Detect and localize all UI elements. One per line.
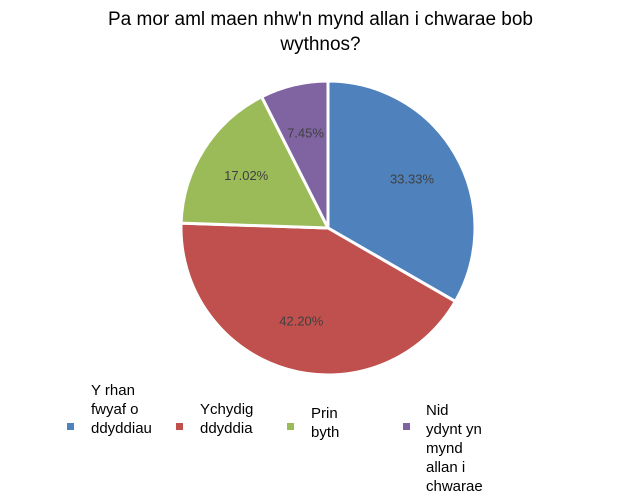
slice-data-label-1: 33.33% <box>390 172 435 187</box>
chart-title-line-1: Pa mor aml maen nhw'n mynd allan i chwar… <box>107 9 533 30</box>
chart-title: Pa mor aml maen nhw'n mynd allan i chwar… <box>0 7 641 57</box>
slice-data-label-2: 42.20% <box>279 313 324 328</box>
pie-slice-3 <box>179 95 330 230</box>
pie-chart: 33.33% 42.20% 17.02% 7.45% <box>179 79 477 377</box>
pie-slice-4 <box>260 79 330 230</box>
pie-slice-1 <box>326 79 477 303</box>
chart-title-line-2: wythnos? <box>280 34 361 55</box>
slice-data-label-3: 17.02% <box>224 168 269 183</box>
pie-slice-2 <box>179 221 457 377</box>
slice-data-label-4: 7.45% <box>287 126 324 141</box>
